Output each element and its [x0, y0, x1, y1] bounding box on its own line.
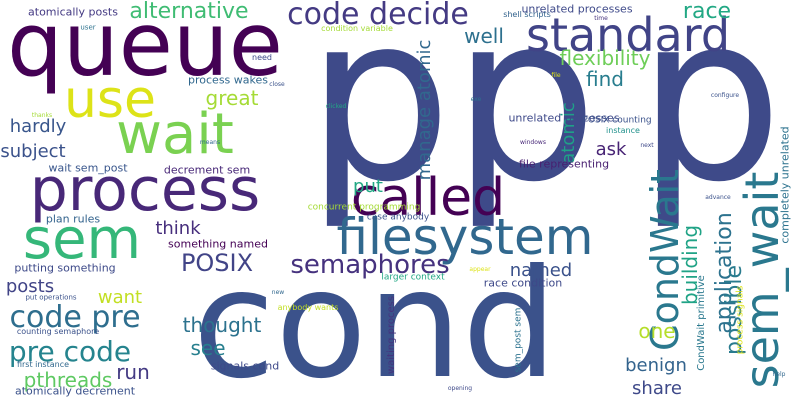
cloud-word: think [155, 218, 201, 239]
cloud-word: windows [520, 139, 546, 146]
cloud-word: p [637, 0, 783, 233]
cloud-word: use [63, 70, 157, 130]
cloud-word: process [29, 155, 261, 225]
cloud-word: signals cond [210, 359, 280, 373]
cloud-word: process wakes [188, 73, 268, 87]
cloud-word: need [252, 53, 272, 62]
cloud-word: thanks [31, 112, 53, 119]
cloud-word: pp [306, 0, 598, 233]
cloud-word: race condition [483, 276, 563, 290]
cloud-word: configure [710, 92, 740, 99]
cloud-word: putting something [14, 261, 116, 275]
cloud-word: CondWait primitive [696, 275, 707, 371]
cloud-word: filesystem [336, 208, 594, 266]
cloud-word: great [205, 86, 259, 110]
cloud-word: put operations [25, 293, 77, 302]
cloud-word: benign [625, 355, 687, 376]
cloud-word: wait [116, 102, 234, 167]
cloud-word: see [190, 336, 226, 360]
cloud-word: manage atomic [414, 39, 435, 181]
cloud-word: next [640, 142, 654, 149]
cloud-word: pre code [8, 335, 132, 368]
cloud-word: advance [705, 194, 731, 201]
cloud-word: help [772, 371, 786, 378]
cloud-word: counting semaphore [16, 327, 100, 336]
cloud-word: semaphores [290, 250, 450, 280]
cloud-word: hardly [9, 116, 67, 137]
cloud-word: concurrent programming [307, 202, 421, 213]
cloud-word: sem [22, 207, 142, 272]
cloud-word: POSIX [180, 249, 254, 277]
cloud-word: wait sem_post [48, 161, 128, 175]
cloud-word: file representing [518, 157, 610, 171]
cloud-word: atomically posts [28, 5, 118, 19]
cloud-word: flexibility [559, 46, 651, 70]
cloud-word: clicked [325, 103, 347, 110]
cloud-word: time [594, 15, 608, 22]
cloud-word: first instance [16, 360, 70, 369]
cloud-word: posts [5, 276, 55, 297]
cloud-word: larger context [381, 272, 445, 283]
cloud-word: ask [595, 139, 627, 160]
cloud-word: atomically decrement [14, 384, 136, 398]
cloud-word: share [632, 378, 682, 399]
cloud-word: something named [168, 237, 268, 251]
cloud-word: find [586, 67, 624, 91]
cloud-word: appear [469, 266, 491, 273]
cloud-word: standard [525, 8, 731, 62]
cloud-word: subject [0, 141, 66, 162]
cloud-word: completely unrelated [778, 126, 792, 244]
cloud-word: race [682, 0, 732, 24]
cloud-word: code pre [9, 300, 141, 335]
cloud-word: decrement sem [163, 163, 251, 177]
cloud-word: exe [470, 96, 482, 103]
cloud-word: called [350, 168, 506, 228]
cloud-word: alternative [129, 0, 249, 24]
cloud-word: means [199, 139, 221, 146]
cloud-word: opening [447, 385, 473, 392]
cloud-word: cond [192, 238, 558, 400]
cloud-word: well [464, 24, 504, 48]
cloud-word: shell scripts [503, 10, 551, 19]
cloud-word: queue [7, 0, 283, 96]
cloud-word: new [271, 289, 285, 296]
cloud-word: one [638, 319, 676, 343]
cloud-word: put [353, 176, 383, 197]
cloud-word: code decide [287, 0, 469, 32]
cloud-word: case anybody [366, 212, 430, 223]
cloud-word: want [97, 287, 143, 308]
cloud-word: sem_post sem [513, 307, 524, 373]
cloud-word: close [269, 81, 285, 88]
cloud-word: unrelated processes [508, 111, 620, 125]
cloud-word: anybody wants [277, 303, 339, 312]
cloud-word: waiting process [386, 295, 397, 375]
cloud-word: process signals [735, 285, 746, 355]
cloud-word: named [509, 260, 573, 281]
cloud-word: POSIX counting [582, 115, 652, 126]
cloud-word: instance [606, 126, 640, 135]
cloud-word: plan rules [45, 212, 101, 226]
cloud-word: condition variable [321, 24, 393, 33]
cloud-word: run [116, 360, 150, 384]
cloud-word: thought [182, 313, 262, 337]
cloud-word: pthreads [23, 368, 113, 392]
cloud-word: file [551, 72, 561, 79]
cloud-word: unrelated processes [521, 2, 633, 16]
cloud-word: user [80, 23, 96, 32]
